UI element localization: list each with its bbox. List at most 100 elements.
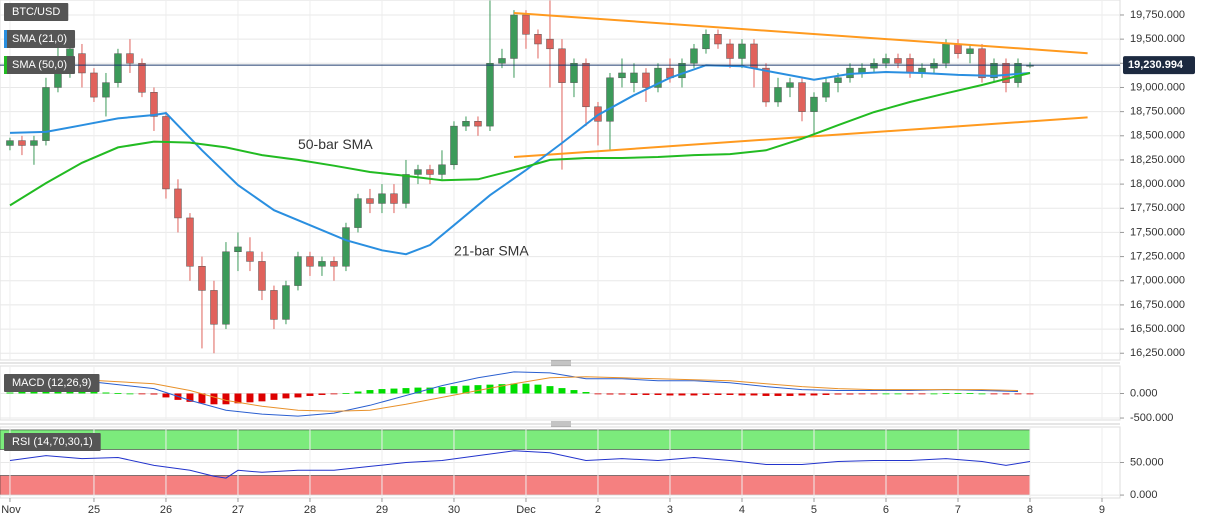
candle-body xyxy=(762,67,770,103)
histogram-bar xyxy=(6,392,14,394)
histogram-bar xyxy=(222,393,230,405)
histogram-bar xyxy=(246,393,254,403)
y-tick-label: 50.000 xyxy=(1130,456,1164,468)
candle-body xyxy=(186,217,194,267)
histogram-bar xyxy=(270,393,278,400)
histogram-bar xyxy=(450,386,458,394)
candle-body xyxy=(30,140,38,146)
candle-body xyxy=(726,43,734,59)
x-tick-label: 26 xyxy=(160,504,172,516)
x-tick-label: Nov xyxy=(1,504,21,516)
histogram-bar xyxy=(186,393,194,402)
x-tick-label: 27 xyxy=(232,504,244,516)
candle-body xyxy=(978,48,986,79)
histogram-bar xyxy=(378,389,386,394)
histogram-bar xyxy=(486,384,494,394)
histogram-bar xyxy=(666,393,674,396)
x-tick-label: 5 xyxy=(811,504,817,516)
y-tick-label: 16,500.000 xyxy=(1130,323,1185,335)
candle-body xyxy=(702,34,710,50)
candle-body xyxy=(222,251,230,325)
candle-body xyxy=(150,92,158,117)
candle-body xyxy=(678,63,686,79)
histogram-bar xyxy=(618,393,626,395)
histogram-bar xyxy=(234,393,242,404)
histogram-bar xyxy=(678,393,686,396)
histogram-bar xyxy=(54,391,62,394)
candle-body xyxy=(606,77,614,122)
histogram-bar xyxy=(726,393,734,395)
histogram-bar xyxy=(150,393,158,395)
candle-body xyxy=(738,43,746,59)
y-tick-label: 17,750.000 xyxy=(1130,202,1185,214)
legend-label: SMA (50,0) xyxy=(12,59,67,71)
x-tick-label: 7 xyxy=(955,504,961,516)
legend-swatch xyxy=(4,30,7,48)
histogram-bar xyxy=(198,393,206,404)
candle-body xyxy=(270,290,278,320)
candle-body xyxy=(882,58,890,64)
candle-body xyxy=(354,198,362,228)
histogram-bar xyxy=(258,393,266,402)
histogram-bar xyxy=(66,391,74,394)
y-tick-label: 0.000 xyxy=(1130,489,1158,501)
legend-box xyxy=(4,374,100,392)
histogram-bar xyxy=(138,393,146,395)
x-tick-label: 9 xyxy=(1099,504,1105,516)
histogram-bar xyxy=(330,393,338,395)
candle-body xyxy=(534,34,542,45)
histogram-bar xyxy=(822,393,830,395)
histogram-bar xyxy=(558,388,566,394)
candle-body xyxy=(198,266,206,291)
macd-line xyxy=(9,371,1019,417)
x-tick-label: 8 xyxy=(1027,504,1033,516)
macd-line xyxy=(9,376,1019,412)
y-tick-label: 19,750.000 xyxy=(1130,9,1185,21)
histogram-bar xyxy=(510,383,518,394)
band xyxy=(0,429,1031,450)
candle-body xyxy=(18,140,26,146)
candle-body xyxy=(90,72,98,98)
y-tick-label: 17,250.000 xyxy=(1130,250,1185,262)
x-tick-label: 2 xyxy=(595,504,601,516)
x-tick-label: 4 xyxy=(739,504,745,516)
y-tick-label: 18,750.000 xyxy=(1130,106,1185,118)
histogram-bar xyxy=(18,392,26,394)
candle-body xyxy=(558,48,566,83)
candle-body xyxy=(450,125,458,166)
histogram-bar xyxy=(858,393,866,395)
histogram-bar xyxy=(738,393,746,396)
candle-body xyxy=(798,82,806,112)
candle-body xyxy=(102,82,110,98)
histogram-bar xyxy=(954,393,962,394)
candle-body xyxy=(786,82,794,88)
candle-body xyxy=(1002,63,1010,83)
histogram-bar xyxy=(354,391,362,394)
band xyxy=(0,475,1031,496)
histogram-bar xyxy=(810,393,818,396)
panel-frame xyxy=(0,0,1121,361)
candle-body xyxy=(690,48,698,64)
histogram-bar xyxy=(774,393,782,396)
histogram-bar xyxy=(318,393,326,395)
x-tick-label: 29 xyxy=(376,504,388,516)
histogram-bar xyxy=(714,393,722,395)
trendline xyxy=(513,116,1088,158)
histogram-bar xyxy=(306,393,314,396)
candle-body xyxy=(402,174,410,204)
histogram-bar xyxy=(534,384,542,394)
legend-label: SMA (21,0) xyxy=(12,33,67,45)
candle-body xyxy=(822,82,830,98)
histogram-bar xyxy=(942,393,950,394)
histogram-bar xyxy=(606,393,614,395)
histogram-bar xyxy=(594,393,602,395)
y-tick-label: 0.000 xyxy=(1130,387,1158,399)
histogram-bar xyxy=(1026,393,1034,395)
y-tick-label: -500.000 xyxy=(1130,412,1173,424)
histogram-bar xyxy=(762,393,770,396)
x-tick-label: 25 xyxy=(88,504,100,516)
histogram-bar xyxy=(162,393,170,398)
candle-body xyxy=(174,188,182,219)
histogram-bar xyxy=(966,393,974,394)
